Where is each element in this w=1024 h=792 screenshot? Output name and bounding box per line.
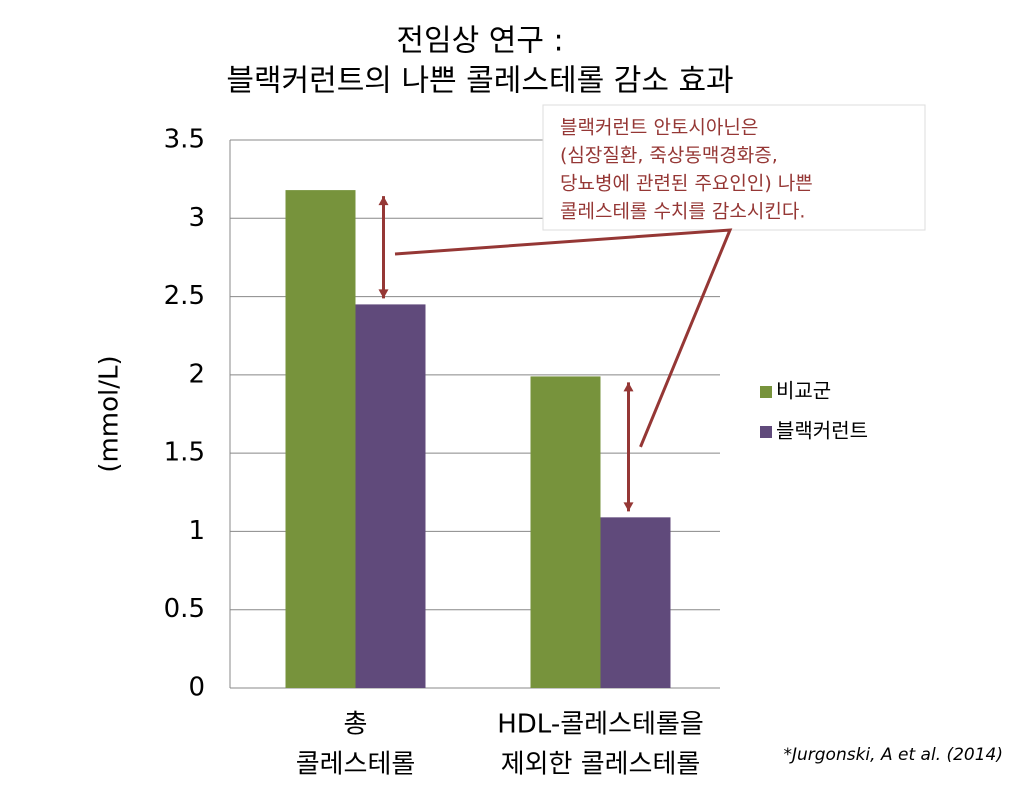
x-tick-label: HDL-콜레스테롤을 [497,710,704,740]
x-tick-label: 콜레스테롤 [296,750,416,780]
annotation-box [542,104,926,231]
bar [285,190,356,689]
x-tick-label: 제외한 콜레스테롤 [501,750,701,780]
y-tick-label: 1.5 [164,438,205,468]
y-tick-label: 2 [188,359,205,389]
bar [355,304,426,688]
annotation-text: 콜레스테롤 수치를 감소시킨다. [560,201,805,223]
callout-line [394,228,733,448]
arrow-head [623,502,634,512]
y-tick-label: 1 [188,516,205,546]
annotation-text: 블랙커런트 안토시아닌은 [560,117,758,139]
arrow-head [378,289,389,299]
legend-label: 비교군 [776,379,831,403]
legend-label: 블랙커런트 [776,419,868,443]
y-tick-label: 0.5 [164,594,205,624]
y-axis-label: (mmol/L) [95,355,125,472]
arrow-head [378,196,389,206]
y-tick-label: 2.5 [164,281,205,311]
annotation-text: 당뇨병에 관련된 주요인인) 나쁜 [560,173,813,195]
y-tick-label: 3 [188,203,205,233]
arrow-head [623,382,634,392]
source: *Jurgonski, A et al. (2014) [783,745,1003,765]
annotation-text: (심장질환, 죽상동맥경화증, [560,145,778,167]
legend-swatch [760,386,772,398]
chart-title: 블랙커런트의 나쁜 콜레스테롤 감소 효과 [226,64,733,99]
bar [600,517,671,688]
y-tick-label: 0 [188,673,205,703]
bar [530,376,601,688]
x-tick-label: 총 [344,710,368,740]
chart-title: 전임상 연구 : [396,24,563,59]
y-tick-label: 3.5 [164,125,205,155]
legend-swatch [760,426,772,438]
